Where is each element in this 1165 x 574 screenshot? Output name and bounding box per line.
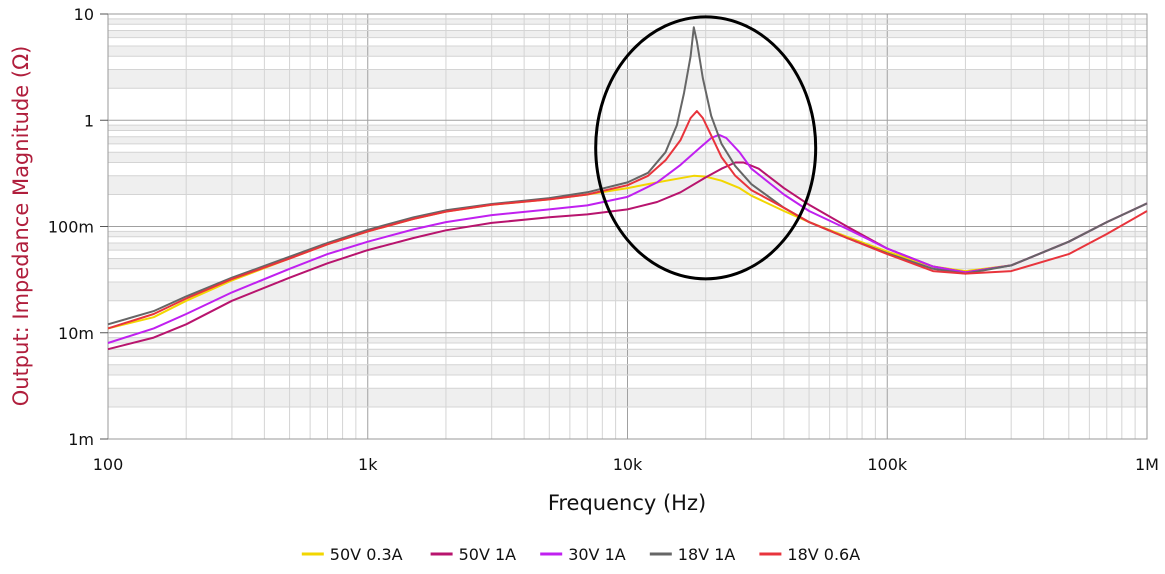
legend-label: 18V 1A <box>678 545 736 564</box>
legend-label: 18V 0.6A <box>787 545 860 564</box>
series-line-2 <box>107 133 1148 344</box>
x-tick-label: 100 <box>93 455 124 474</box>
x-tick-labels: 100 1k 10k 100k 1M <box>93 455 1159 474</box>
x-tick-label: 10k <box>613 455 643 474</box>
y-tick-label: 1 <box>84 111 94 130</box>
legend-label: 50V 0.3A <box>330 545 403 564</box>
x-tick-label: 100k <box>867 455 908 474</box>
y-tick-label: 10m <box>58 324 94 343</box>
x-tick-label: 1k <box>358 455 378 474</box>
y-tick-label: 100m <box>48 218 94 237</box>
y-tick-label: 10 <box>74 5 94 24</box>
y-tick-label: 1m <box>68 430 94 449</box>
legend-label: 30V 1A <box>568 545 626 564</box>
series-line-4 <box>107 110 1148 330</box>
legend-label: 50V 1A <box>459 545 517 564</box>
x-axis-title: Frequency (Hz) <box>548 491 706 515</box>
series-line-3 <box>107 26 1148 326</box>
x-tick-label: 1M <box>1135 455 1159 474</box>
y-axis-title: Output: Impedance Magnitude (Ω) <box>9 46 33 407</box>
resonance-highlight-ellipse <box>594 15 818 281</box>
series-lines <box>107 26 1148 351</box>
y-tick-labels: 10 1 100m 10m 1m <box>48 5 108 449</box>
legend: 50V 0.3A 50V 1A 30V 1A 18V 1A 18V 0.6A <box>301 545 860 564</box>
